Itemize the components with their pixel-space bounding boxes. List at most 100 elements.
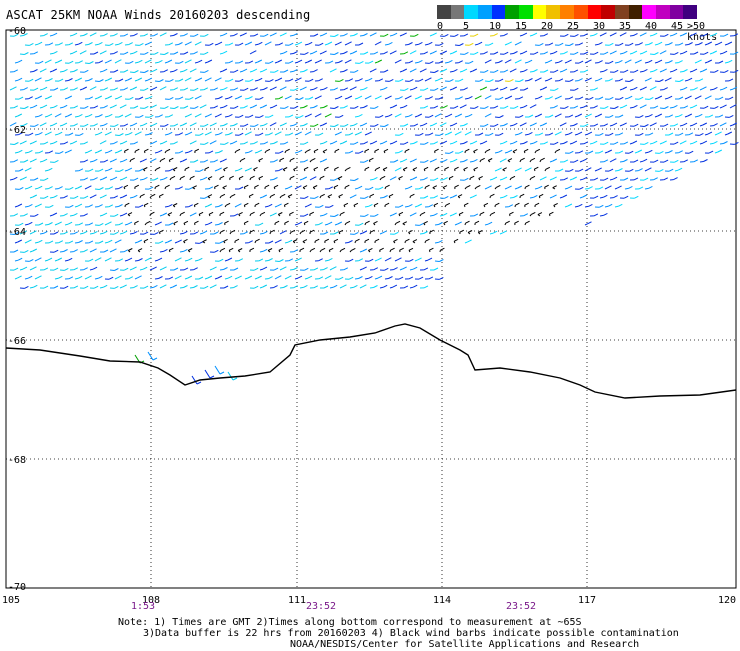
wind-barb xyxy=(405,98,408,99)
wind-barb xyxy=(610,108,614,109)
wind-barb xyxy=(150,89,153,90)
wind-barb-flag xyxy=(344,52,348,54)
wind-barb-flag xyxy=(384,34,388,36)
wind-barb-flag xyxy=(168,213,172,215)
wind-barb xyxy=(340,250,341,252)
wind-barb-flag xyxy=(64,232,68,234)
wind-barb-flag xyxy=(125,203,129,205)
wind-barb-flag xyxy=(418,96,422,98)
wind-barb-flag xyxy=(323,87,327,89)
wind-barb-flag xyxy=(123,195,127,197)
wind-barb-flag xyxy=(166,149,170,151)
wind-barb-flag xyxy=(679,97,683,99)
wind-barb-flag xyxy=(34,178,38,180)
wind-barb xyxy=(225,278,228,279)
wind-barb-flag xyxy=(133,51,137,53)
wind-barb-flag xyxy=(426,239,430,241)
wind-barb-flag xyxy=(439,133,443,135)
wind-barb-flag xyxy=(669,115,673,117)
wind-barb-flag xyxy=(574,124,578,126)
wind-barb-flag xyxy=(159,80,163,82)
wind-barb-flag xyxy=(328,42,332,44)
wind-barb xyxy=(120,107,122,108)
map-frame xyxy=(6,30,736,588)
wind-barb-flag xyxy=(574,34,578,36)
wind-barb xyxy=(255,241,256,243)
wind-barb xyxy=(615,188,618,189)
wind-barb-flag xyxy=(204,124,208,126)
wind-barb-flag xyxy=(193,123,197,125)
wind-barb-flag xyxy=(184,239,188,241)
wind-barb-flag xyxy=(699,43,703,45)
wind-barb xyxy=(495,187,496,189)
wind-barb-flag xyxy=(278,240,282,242)
wind-barb xyxy=(550,161,553,162)
wind-barb-flag xyxy=(383,87,387,89)
wind-barb xyxy=(500,126,504,127)
wind-barb-flag xyxy=(64,214,68,216)
wind-barb-flag xyxy=(379,187,383,189)
wind-barb-flag xyxy=(418,60,422,62)
wind-barb-flag xyxy=(394,160,398,162)
wind-barb-flag xyxy=(251,176,255,178)
wind-barb-flag xyxy=(398,258,402,260)
wind-barb xyxy=(505,152,508,153)
wind-barb xyxy=(430,215,434,216)
wind-barb xyxy=(660,71,663,72)
wind-barb-flag xyxy=(413,87,417,89)
wind-barb xyxy=(170,178,171,180)
wind-barb xyxy=(495,152,498,153)
wind-barb xyxy=(530,197,533,198)
wind-barb-flag xyxy=(393,51,397,53)
wind-barb xyxy=(125,224,128,225)
wind-barb xyxy=(175,242,178,243)
wind-barb-flag xyxy=(218,78,222,80)
wind-barb-flag xyxy=(128,249,132,251)
wind-barb xyxy=(30,72,34,73)
wind-barb-flag xyxy=(321,248,325,250)
wind-barb-flag xyxy=(363,249,367,251)
wind-barb xyxy=(665,63,669,64)
wind-barb-flag xyxy=(619,115,623,117)
wind-barb-flag xyxy=(348,96,352,98)
wind-barb-flag xyxy=(239,212,243,214)
wind-barb-flag xyxy=(339,277,343,279)
wind-barb-flag xyxy=(114,232,118,234)
wind-barb-flag xyxy=(109,205,113,207)
wind-barb-flag xyxy=(109,277,113,279)
wind-barb xyxy=(340,143,343,144)
wind-barb-flag xyxy=(608,204,612,206)
wind-barb-flag xyxy=(464,52,468,54)
wind-barb-flag xyxy=(684,160,688,162)
wind-barb xyxy=(460,126,464,127)
wind-barb xyxy=(15,242,18,243)
wind-barb-flag xyxy=(363,231,367,233)
wind-barb-flag xyxy=(53,105,57,107)
wind-barb-flag xyxy=(564,142,568,144)
wind-barb-flag xyxy=(68,258,72,260)
wind-barb-flag xyxy=(298,60,302,62)
wind-barb-flag xyxy=(593,141,597,143)
wind-barb-flag xyxy=(89,43,93,45)
wind-barb xyxy=(455,224,458,225)
wind-barb xyxy=(155,62,158,63)
wind-barb xyxy=(345,169,346,171)
wind-barb xyxy=(510,198,514,199)
wind-barb xyxy=(205,80,208,81)
wind-barb-flag xyxy=(484,106,488,108)
wind-barb-flag xyxy=(507,60,511,62)
wind-barb xyxy=(145,98,148,99)
wind-barb-flag xyxy=(254,124,258,126)
wind-barb-flag xyxy=(400,248,404,250)
wind-barb xyxy=(190,125,193,126)
wind-barb xyxy=(330,269,332,270)
wind-barb-flag xyxy=(579,151,583,153)
wind-barb-flag xyxy=(259,158,263,160)
wind-barb-flag xyxy=(659,80,663,82)
wind-barb-flag xyxy=(613,33,617,35)
wind-barb-flag xyxy=(659,151,663,153)
wind-barb xyxy=(220,126,224,127)
wind-barb-flag xyxy=(438,78,442,80)
wind-barb-flag xyxy=(69,43,73,45)
wind-barb xyxy=(530,107,532,108)
